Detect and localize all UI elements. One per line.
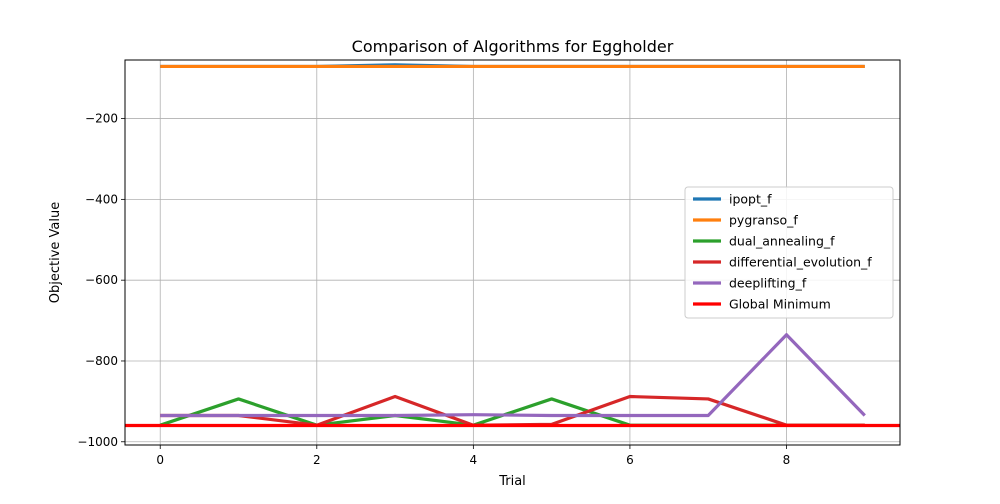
plot-frame bbox=[124, 59, 901, 446]
legend-label: dual_annealing_f bbox=[729, 234, 835, 249]
x-tick-label: 6 bbox=[626, 453, 634, 467]
x-tick-label: 8 bbox=[783, 453, 791, 467]
axes: 0 2 4 6 8 −1000 −800 −600 −400 −200 bbox=[77, 112, 790, 467]
y-tick-label: −600 bbox=[85, 273, 118, 287]
legend: ipopt_f pygranso_f dual_annealing_fdiffere… bbox=[684, 186, 894, 319]
y-tick-label: −400 bbox=[85, 192, 118, 206]
legend-label: differential_evolution_f bbox=[729, 255, 872, 270]
legend-label: deeplifting_f bbox=[729, 276, 807, 291]
x-tick-label: 4 bbox=[470, 453, 478, 467]
x-tick-label: 2 bbox=[313, 453, 321, 467]
series-line-deeplifting-f bbox=[160, 333, 866, 418]
grid bbox=[125, 60, 900, 445]
y-tick-label: −200 bbox=[85, 112, 118, 126]
chart-title: Comparison of Algorithms for Eggholder bbox=[352, 37, 674, 56]
y-axis-label: Objective Value bbox=[48, 202, 63, 303]
legend-label: pygranso_f bbox=[729, 213, 798, 228]
legend-label: ipopt_f bbox=[729, 192, 772, 207]
x-tick-label: 0 bbox=[156, 453, 164, 467]
y-tick-label: −1000 bbox=[77, 435, 118, 449]
x-axis-label: Trial bbox=[498, 474, 526, 489]
legend-label: Global Minimum bbox=[729, 297, 831, 312]
legend-box bbox=[684, 186, 894, 319]
series-lines bbox=[125, 63, 900, 428]
y-tick-label: −800 bbox=[85, 354, 118, 368]
